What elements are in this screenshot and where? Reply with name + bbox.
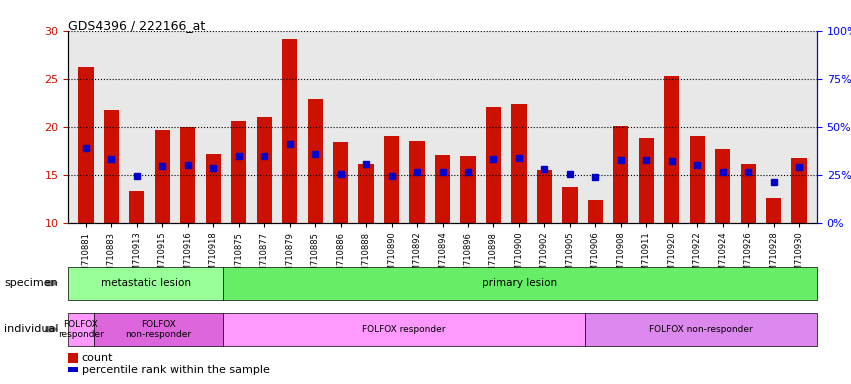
Bar — [511, 104, 527, 223]
Bar — [638, 138, 654, 223]
Text: individual: individual — [4, 324, 59, 334]
Bar — [282, 39, 297, 223]
Bar — [435, 154, 450, 223]
Bar — [460, 156, 476, 223]
Bar — [791, 158, 807, 223]
Bar — [206, 154, 221, 223]
Bar — [155, 129, 170, 223]
Bar — [256, 117, 271, 223]
Bar — [614, 126, 629, 223]
Bar — [129, 191, 145, 223]
Bar — [104, 111, 119, 223]
Text: FOLFOX non-responder: FOLFOX non-responder — [648, 325, 752, 334]
Bar — [409, 141, 425, 223]
Bar — [384, 136, 399, 223]
Bar — [333, 142, 348, 223]
Text: FOLFOX
non-responder: FOLFOX non-responder — [125, 319, 191, 339]
Bar — [78, 67, 94, 223]
Bar — [486, 106, 501, 223]
Text: GDS4396 / 222166_at: GDS4396 / 222166_at — [68, 19, 205, 32]
Bar — [537, 170, 552, 223]
Text: primary lesion: primary lesion — [483, 278, 557, 288]
Text: specimen: specimen — [4, 278, 58, 288]
Text: count: count — [82, 353, 113, 363]
Bar — [664, 76, 679, 223]
Text: FOLFOX responder: FOLFOX responder — [362, 325, 446, 334]
Bar — [358, 164, 374, 223]
Text: metastatic lesion: metastatic lesion — [100, 278, 191, 288]
Bar — [231, 121, 247, 223]
Bar — [766, 198, 781, 223]
Bar — [307, 99, 323, 223]
Bar — [715, 149, 730, 223]
Bar — [588, 200, 603, 223]
Text: percentile rank within the sample: percentile rank within the sample — [82, 365, 270, 375]
Text: FOLFOX
responder: FOLFOX responder — [58, 319, 104, 339]
Bar — [740, 164, 756, 223]
Bar — [689, 136, 705, 223]
Bar — [563, 187, 578, 223]
Bar — [180, 127, 196, 223]
